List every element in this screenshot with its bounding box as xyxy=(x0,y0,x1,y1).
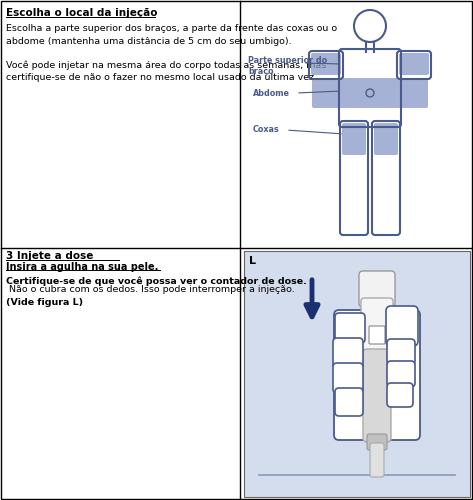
Text: Parte superior do
braço: Parte superior do braço xyxy=(248,56,327,76)
FancyBboxPatch shape xyxy=(363,349,391,442)
Text: Abdome: Abdome xyxy=(253,88,290,98)
Text: Escolha a parte superior dos braços, a parte da frente das coxas ou o
abdome (ma: Escolha a parte superior dos braços, a p… xyxy=(6,24,337,46)
Text: Certifique-se de que você possa ver o contador de dose.: Certifique-se de que você possa ver o co… xyxy=(6,276,307,285)
FancyBboxPatch shape xyxy=(399,53,429,75)
FancyBboxPatch shape xyxy=(367,434,387,450)
FancyBboxPatch shape xyxy=(333,338,363,368)
Text: (Vide figura L): (Vide figura L) xyxy=(6,298,83,307)
FancyBboxPatch shape xyxy=(369,326,385,344)
FancyBboxPatch shape xyxy=(311,53,341,75)
FancyBboxPatch shape xyxy=(361,298,393,359)
FancyBboxPatch shape xyxy=(374,123,398,155)
FancyBboxPatch shape xyxy=(386,306,418,346)
Text: Você pode injetar na mesma área do corpo todas as semanas, mas
certifique-se de : Você pode injetar na mesma área do corpo… xyxy=(6,60,326,82)
Text: L: L xyxy=(249,256,256,266)
FancyBboxPatch shape xyxy=(359,271,395,307)
FancyBboxPatch shape xyxy=(312,78,428,108)
Text: 3 Injete a dose: 3 Injete a dose xyxy=(6,251,93,261)
Text: Coxas: Coxas xyxy=(253,126,280,134)
FancyBboxPatch shape xyxy=(335,388,363,416)
Text: Escolha o local da injeção: Escolha o local da injeção xyxy=(6,8,158,18)
FancyBboxPatch shape xyxy=(342,123,366,155)
Text: Insira a agulha na sua pele.: Insira a agulha na sua pele. xyxy=(6,262,158,272)
FancyBboxPatch shape xyxy=(333,363,363,393)
FancyBboxPatch shape xyxy=(387,361,415,387)
FancyBboxPatch shape xyxy=(387,383,413,407)
FancyBboxPatch shape xyxy=(334,310,420,440)
Text: Não o cubra com os dedos. Isso pode interromper a injeção.: Não o cubra com os dedos. Isso pode inte… xyxy=(6,285,295,294)
FancyBboxPatch shape xyxy=(387,339,415,365)
FancyBboxPatch shape xyxy=(370,443,384,477)
FancyBboxPatch shape xyxy=(335,313,365,343)
FancyBboxPatch shape xyxy=(244,251,470,497)
